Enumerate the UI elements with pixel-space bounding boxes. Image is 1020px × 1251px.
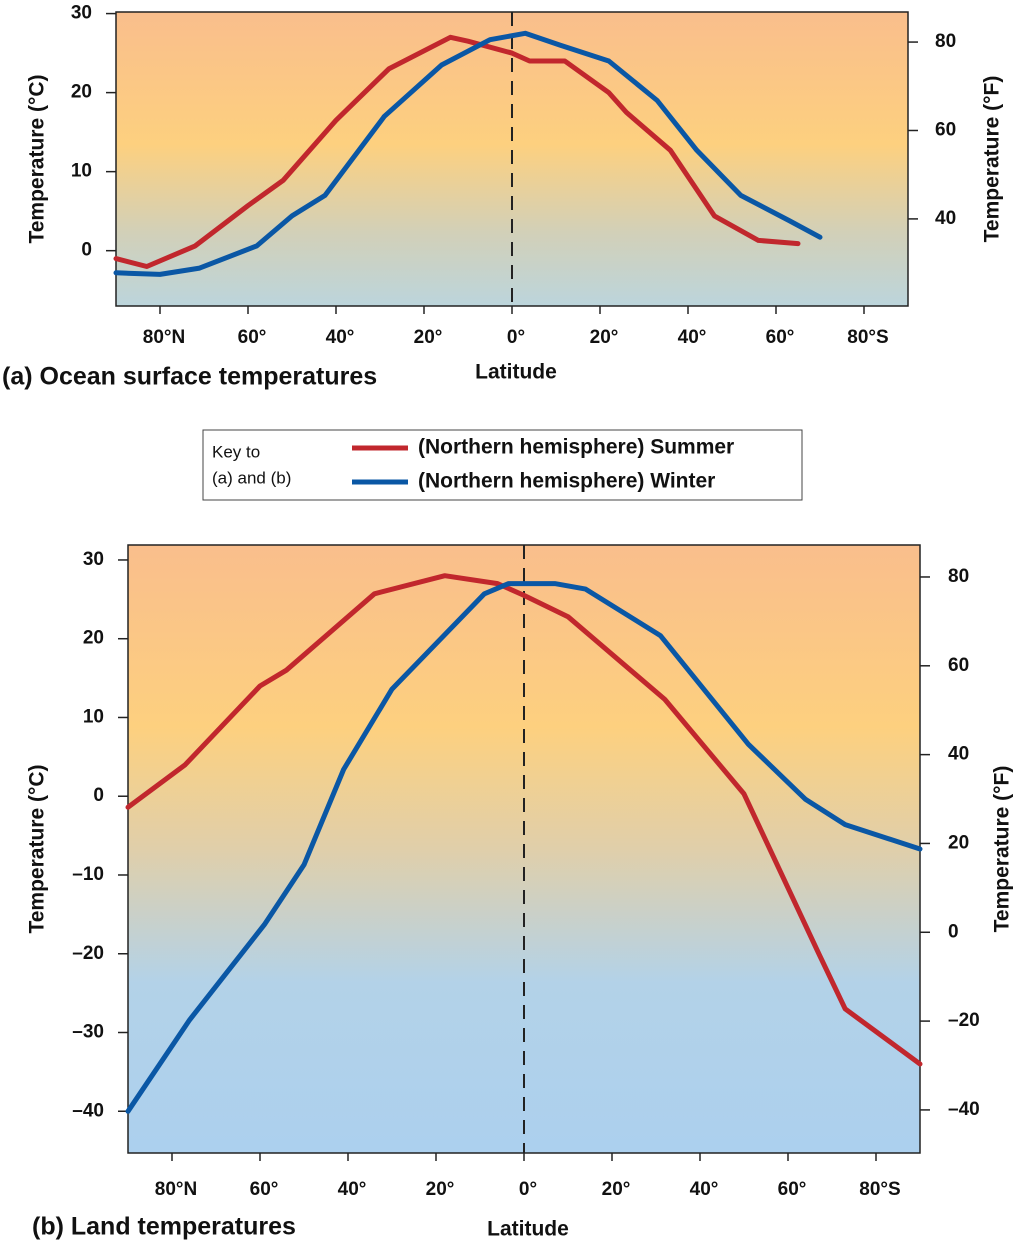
legend-title: (a) and (b) xyxy=(212,468,291,487)
series-line xyxy=(125,581,923,1114)
x-tick-label: 40° xyxy=(678,327,707,348)
x-tick-label: 60° xyxy=(778,1179,807,1200)
x-tick-label: 80°N xyxy=(155,1179,197,1200)
y2-tick-label: –40 xyxy=(948,1099,980,1120)
y2-tick-label: –20 xyxy=(948,1010,980,1031)
x-tick-label: 60° xyxy=(250,1179,279,1200)
y2-tick-label: 80 xyxy=(935,31,956,52)
chart-panel: 30 20 10 0 –10 –20 –30 –40 80 60 40 20 0 –20 –40 80°N 60… xyxy=(26,544,1014,1241)
y-tick-label: 10 xyxy=(71,161,92,182)
y2-tick-label: 40 xyxy=(935,208,956,229)
series-line xyxy=(113,34,801,269)
y-tick-label: –20 xyxy=(72,943,104,964)
x-tick-label: 0° xyxy=(507,327,525,348)
legend-entry: (Northern hemisphere) Summer xyxy=(418,436,734,459)
x-tick-label: 40° xyxy=(690,1179,719,1200)
legend-entry: (Northern hemisphere) Winter xyxy=(418,470,715,493)
x-tick-label: 0° xyxy=(519,1179,537,1200)
y2-axis-title: Temperature (°F) xyxy=(981,76,1004,243)
x-axis-title: Latitude xyxy=(475,361,557,384)
x-tick-label: 20° xyxy=(590,327,619,348)
y-tick-label: 20 xyxy=(71,82,92,103)
y-axis-title: Temperature (°C) xyxy=(26,764,49,933)
y2-tick-label: 0 xyxy=(948,921,959,942)
x-tick-label: 60° xyxy=(766,327,795,348)
y-tick-label: 30 xyxy=(83,549,104,570)
x-tick-label: 20° xyxy=(602,1179,631,1200)
x-tick-label: 80°S xyxy=(847,327,888,348)
y-tick-label: 30 xyxy=(71,3,92,24)
x-tick-label: 80°N xyxy=(143,327,185,348)
y-tick-label: –30 xyxy=(72,1022,104,1043)
series-line xyxy=(125,573,923,1067)
legend: Key to (a) and (b) (Northern hemisphere)… xyxy=(202,429,803,501)
y-tick-label: 10 xyxy=(83,706,104,727)
y2-tick-label: 60 xyxy=(948,655,969,676)
y-axis-title: Temperature (°C) xyxy=(26,74,49,243)
y-tick-label: 0 xyxy=(93,785,104,806)
legend-title: Key to xyxy=(212,442,260,461)
y2-tick-label: 60 xyxy=(935,119,956,140)
y-tick-label: 20 xyxy=(83,628,104,649)
x-tick-label: 80°S xyxy=(859,1179,900,1200)
y2-axis-title: Temperature (°F) xyxy=(991,766,1014,933)
chart-title: (a) Ocean surface temperatures xyxy=(2,363,377,391)
x-tick-label: 60° xyxy=(238,327,267,348)
x-tick-label: 20° xyxy=(414,327,443,348)
chart-title: (b) Land temperatures xyxy=(32,1213,296,1241)
y2-tick-label: 40 xyxy=(948,744,969,765)
x-axis-title: Latitude xyxy=(487,1218,569,1241)
legend-box xyxy=(202,429,803,501)
x-tick-label: 40° xyxy=(338,1179,367,1200)
y2-tick-label: 80 xyxy=(948,566,969,587)
y2-tick-label: 20 xyxy=(948,832,969,853)
y-tick-label: –40 xyxy=(72,1100,104,1121)
x-tick-label: 40° xyxy=(326,327,355,348)
y-tick-label: 0 xyxy=(81,240,92,261)
chart-panel: 0 10 20 30 40 60 80 80°N 60° 40° 20° 0° 20° 40° 60° 80°… xyxy=(2,3,1004,391)
series-line xyxy=(113,30,823,277)
x-tick-label: 20° xyxy=(426,1179,455,1200)
y-tick-label: –10 xyxy=(72,864,104,885)
